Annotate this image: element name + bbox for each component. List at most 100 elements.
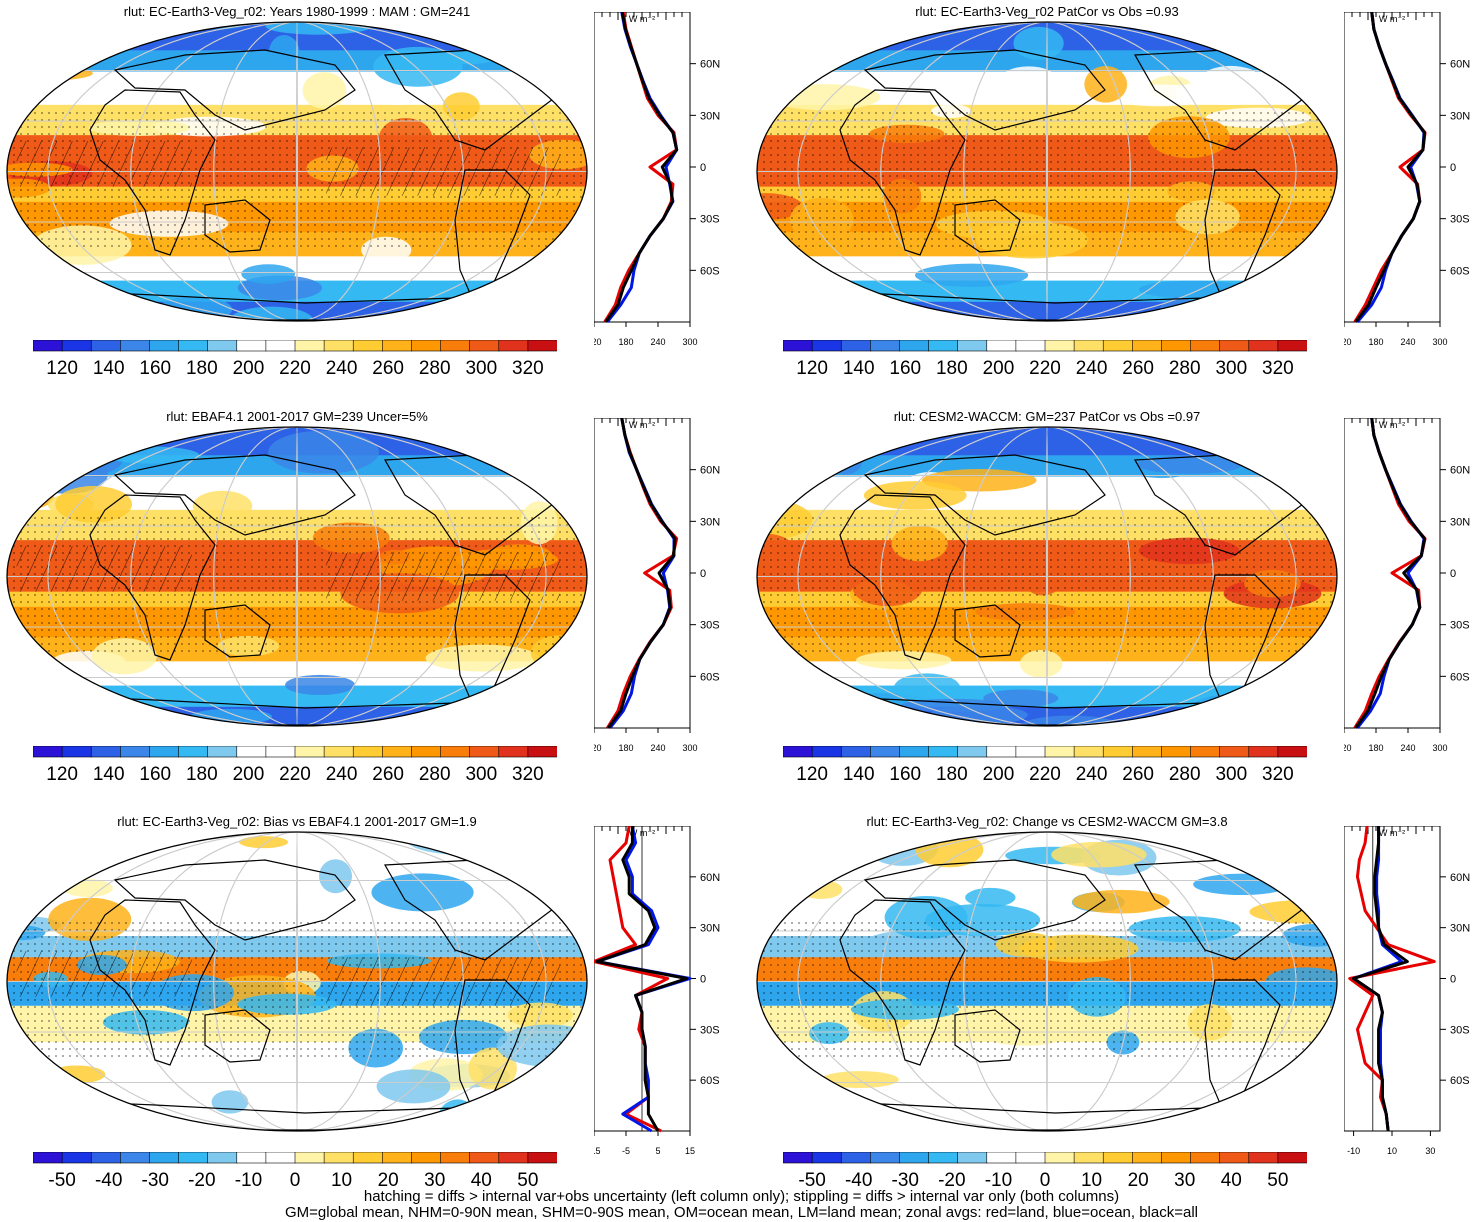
colorbar-swatch [1044, 1152, 1075, 1164]
colorbar-swatch [1015, 746, 1046, 758]
colorbar-swatch [783, 1152, 813, 1164]
colorbar-label: 120 [46, 764, 78, 785]
field-blob [1019, 649, 1063, 678]
field-blob [1072, 889, 1170, 914]
panel-title: rlut: CESM2-WACCM: GM=237 PatCor vs Obs … [893, 409, 1201, 424]
colorbar-swatch [323, 1152, 355, 1164]
colorbar-swatch [957, 340, 988, 352]
zonal-series-line [607, 418, 677, 729]
zonal-unit-label: W m⁻² [1379, 420, 1405, 430]
field-blob [1174, 79, 1283, 105]
map-border [6, 21, 588, 322]
colorbar-swatch [1190, 1152, 1221, 1164]
colorbar-label: 140 [842, 764, 875, 785]
lat-tick-label: 30N [700, 110, 720, 122]
lat-tick-label: 30N [1450, 516, 1470, 528]
colorbar-swatch [1219, 1152, 1250, 1164]
lat-tick-label: 0 [1450, 162, 1456, 174]
x-tick-label: 300 [1432, 337, 1447, 347]
graticule-lon [880, 427, 1214, 726]
coastline [454, 574, 531, 712]
zonal-unit-label: W m⁻² [629, 14, 655, 24]
colorbar-label: -20 [188, 1170, 216, 1191]
graticule-lon [296, 427, 298, 726]
zonal-series-line [1353, 418, 1427, 729]
colorbar [33, 1152, 557, 1164]
coastline [204, 604, 271, 658]
map-border [756, 21, 1338, 322]
lat-tick-label: 60S [700, 265, 720, 277]
colorbar [33, 340, 557, 352]
colorbar-swatch [498, 1152, 529, 1164]
coastline [454, 979, 531, 1117]
x-tick-label: 180 [618, 337, 633, 347]
colorbar-label: 160 [889, 764, 922, 785]
panel-title: rlut: EC-Earth3-Veg_r02: Years 1980-1999… [123, 4, 471, 19]
field-blob [1013, 26, 1064, 60]
zonal-mean-plot: W m⁻² 60N 30N 0 30S 60S -10 10 30 [1344, 826, 1470, 1156]
colorbar-swatch [411, 746, 442, 758]
field-blob [468, 1047, 517, 1090]
world-map [756, 831, 1338, 1132]
colorbar-swatch [1044, 340, 1075, 352]
lat-tick-label: 30N [1450, 923, 1470, 935]
colorbar-swatch [1073, 746, 1105, 758]
lat-tick-label: 60S [1450, 671, 1470, 683]
coastline [1204, 574, 1281, 712]
colorbar-label: 320 [1262, 764, 1294, 785]
panel-title: rlut: EC-Earth3-Veg_r02: Change vs CESM2… [866, 814, 1228, 829]
colorbar-swatch [1277, 1152, 1307, 1164]
colorbar-label: 30 [424, 1170, 446, 1191]
field-blob [999, 66, 1058, 93]
zonal-series-line [608, 418, 676, 729]
field-blob [157, 296, 233, 321]
colorbar-swatch [61, 746, 93, 758]
colorbar-label: 160 [889, 358, 922, 379]
colorbar-label: -30 [891, 1170, 919, 1191]
colorbar-label: 280 [1168, 764, 1201, 785]
footer-line-2: GM=global mean, NHM=0-90N mean, SHM=0-90… [284, 1204, 1198, 1221]
x-tick-label: 15 [685, 1146, 695, 1156]
colorbar-swatch [61, 340, 93, 352]
field-blob [829, 446, 863, 475]
colorbar-label: 200 [982, 358, 1015, 379]
field-blob [1084, 65, 1128, 103]
colorbar-swatch [265, 746, 296, 758]
zonal-mean-plot: W m⁻² 60N 30N 0 30S 60S 120 180 240 300 [1344, 418, 1470, 753]
coastline [1204, 169, 1281, 307]
colorbar-label: 160 [139, 764, 172, 785]
colorbar-swatch [928, 340, 959, 352]
colorbar-swatch [811, 746, 843, 758]
zonal-series-line [1354, 418, 1427, 729]
graticule-lon [963, 427, 1131, 726]
colorbar-label: 180 [185, 764, 218, 785]
x-tick-label: 120 [1344, 743, 1352, 753]
graticule-lon [130, 832, 464, 1131]
colorbar-label: -50 [798, 1170, 826, 1191]
graticule-lon [130, 22, 464, 321]
colorbar-swatch [382, 746, 413, 758]
coastline [863, 454, 1106, 536]
field-blob [534, 433, 587, 459]
zonal-series-line [595, 826, 689, 1132]
zonal-mean-plot: W m⁻² 60N 30N 0 30S 60S -15 -5 5 15 [594, 826, 720, 1156]
colorbar-label: 200 [232, 764, 265, 785]
graticule-lon [880, 832, 1214, 1131]
x-tick-label: 300 [682, 743, 697, 753]
colorbar-swatch [498, 340, 529, 352]
x-tick-label: 240 [1400, 743, 1415, 753]
x-tick-label: 240 [650, 337, 665, 347]
lat-tick-label: 60S [700, 671, 720, 683]
lat-tick-label: 60S [700, 1075, 720, 1087]
colorbar-swatch [1102, 746, 1134, 758]
panel-title: rlut: EC-Earth3-Veg_r02 PatCor vs Obs =0… [915, 4, 1179, 19]
colorbar-swatch [1190, 340, 1221, 352]
zonal-mean-plot: W m⁻² 60N 30N 0 30S 60S 120 180 240 300 [594, 12, 720, 347]
colorbar-label: 40 [470, 1170, 492, 1191]
coastline [113, 859, 356, 941]
colorbar-swatch [294, 746, 325, 758]
colorbar-swatch [1102, 1152, 1134, 1164]
field-blob [241, 264, 296, 284]
graticule-lon [963, 22, 1131, 321]
colorbar-label: 320 [1262, 358, 1294, 379]
